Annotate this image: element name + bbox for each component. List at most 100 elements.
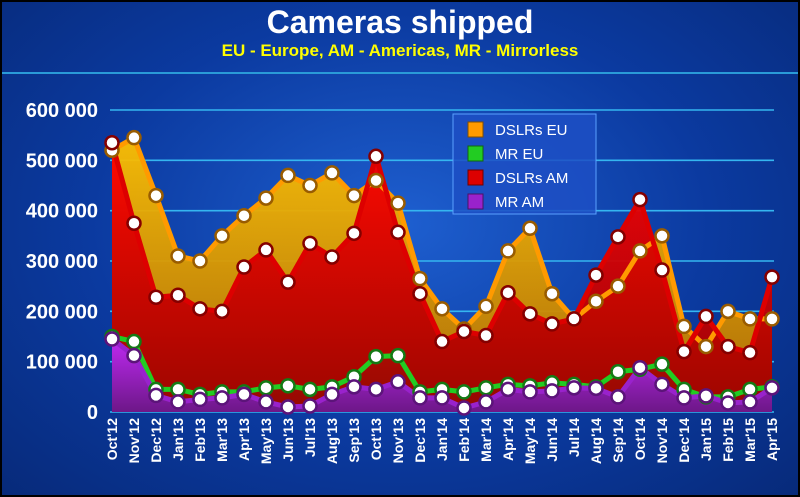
data-point bbox=[368, 381, 384, 398]
x-tick-label: Sep'13 bbox=[346, 418, 362, 463]
x-tick-label: Nov'14 bbox=[654, 418, 670, 464]
data-point bbox=[500, 284, 516, 301]
data-point bbox=[478, 380, 494, 396]
data-point bbox=[742, 381, 758, 398]
x-tick-label: Jul'14 bbox=[566, 418, 582, 457]
data-point bbox=[280, 378, 296, 394]
data-point bbox=[522, 384, 538, 400]
data-point bbox=[720, 338, 736, 355]
data-point bbox=[126, 333, 142, 350]
data-point bbox=[192, 391, 208, 408]
data-point bbox=[698, 308, 714, 325]
y-tick-label: 300 000 bbox=[26, 251, 98, 273]
data-point bbox=[148, 289, 164, 305]
data-point bbox=[434, 333, 450, 350]
data-point bbox=[698, 338, 714, 355]
data-point bbox=[368, 172, 384, 189]
data-point bbox=[522, 220, 538, 237]
legend-swatch bbox=[467, 193, 484, 210]
data-point bbox=[764, 380, 780, 396]
legend-swatch bbox=[467, 121, 484, 138]
x-tick-label: Mar'13 bbox=[214, 418, 230, 462]
legend-label: DSLRs EU bbox=[495, 122, 568, 139]
chart-title: Cameras shipped bbox=[266, 4, 534, 40]
data-point bbox=[346, 379, 362, 395]
x-tick-label: Jul'13 bbox=[302, 418, 318, 457]
data-point bbox=[654, 356, 670, 372]
legend-label: MR EU bbox=[495, 146, 543, 163]
data-point bbox=[522, 306, 538, 322]
data-point bbox=[324, 165, 340, 181]
data-point bbox=[302, 177, 318, 194]
x-tick-label: Feb'14 bbox=[456, 418, 472, 462]
x-tick-label: Mar'14 bbox=[478, 418, 494, 462]
x-tick-label: Apr'13 bbox=[236, 418, 252, 461]
x-tick-label: Apr'14 bbox=[500, 418, 516, 461]
chart-subtitle: EU - Europe, AM - Americas, MR - Mirrorl… bbox=[221, 41, 579, 60]
data-point bbox=[434, 390, 450, 406]
data-point bbox=[126, 347, 142, 364]
x-tick-label: Mar'15 bbox=[742, 418, 758, 462]
x-tick-label: Dec'14 bbox=[676, 418, 692, 463]
data-point bbox=[280, 274, 296, 290]
data-point bbox=[610, 363, 626, 380]
data-points bbox=[104, 129, 780, 416]
data-point bbox=[676, 390, 692, 406]
x-tick-label: May'14 bbox=[522, 418, 538, 464]
data-point bbox=[214, 228, 230, 244]
data-point bbox=[588, 380, 604, 397]
data-point bbox=[456, 384, 472, 400]
x-tick-label: Nov'12 bbox=[126, 418, 142, 464]
data-point bbox=[544, 285, 560, 302]
data-point bbox=[280, 399, 296, 415]
x-tick-label: Dec'13 bbox=[412, 418, 428, 463]
y-tick-label: 200 000 bbox=[26, 301, 98, 323]
data-point bbox=[478, 298, 494, 315]
x-tick-label: Jan'14 bbox=[434, 418, 450, 461]
data-point bbox=[324, 249, 340, 265]
data-point bbox=[148, 187, 164, 204]
data-point bbox=[610, 229, 626, 245]
legend: DSLRs EU MR EU DSLRs AM MR AM bbox=[452, 113, 597, 215]
data-point bbox=[390, 347, 406, 364]
data-point bbox=[456, 323, 472, 340]
data-point bbox=[764, 269, 780, 285]
data-point bbox=[412, 285, 428, 302]
data-point bbox=[390, 224, 406, 241]
y-tick-label: 500 000 bbox=[26, 150, 98, 172]
x-tick-label: Aug'14 bbox=[588, 418, 604, 464]
data-point bbox=[346, 187, 362, 204]
data-point bbox=[148, 387, 164, 404]
data-point bbox=[720, 303, 736, 320]
data-point bbox=[280, 167, 296, 184]
data-point bbox=[170, 381, 186, 398]
data-point bbox=[170, 394, 186, 410]
data-point bbox=[500, 243, 516, 259]
x-tick-label: Oct'13 bbox=[368, 418, 384, 460]
data-point bbox=[390, 195, 406, 211]
data-point bbox=[170, 287, 186, 303]
x-tick-label: Dec'12 bbox=[148, 418, 164, 463]
data-point bbox=[412, 270, 428, 287]
data-point bbox=[544, 383, 560, 399]
data-point bbox=[632, 359, 648, 376]
data-point bbox=[434, 301, 450, 317]
x-tick-label: Sep'14 bbox=[610, 418, 626, 463]
x-tick-label: Oct'14 bbox=[632, 418, 648, 460]
x-tick-label: Aug'13 bbox=[324, 418, 340, 464]
data-point bbox=[566, 380, 582, 396]
data-point bbox=[302, 381, 318, 398]
x-tick-label: Nov'13 bbox=[390, 418, 406, 464]
data-point bbox=[192, 253, 208, 269]
legend-label: MR AM bbox=[495, 194, 544, 211]
data-point bbox=[742, 311, 758, 327]
y-axis-ticks: 0 100 000 200 000 300 000 400 000 500 000 600 … bbox=[26, 100, 98, 424]
data-point bbox=[302, 398, 318, 414]
header-band: Cameras shipped EU - Europe, AM - Americ… bbox=[2, 2, 798, 74]
area-dslrs-am bbox=[112, 142, 772, 412]
y-tick-label: 400 000 bbox=[26, 201, 98, 223]
x-tick-label: Jun'14 bbox=[544, 418, 560, 462]
x-tick-label: May'13 bbox=[258, 418, 274, 464]
data-point bbox=[676, 343, 692, 360]
